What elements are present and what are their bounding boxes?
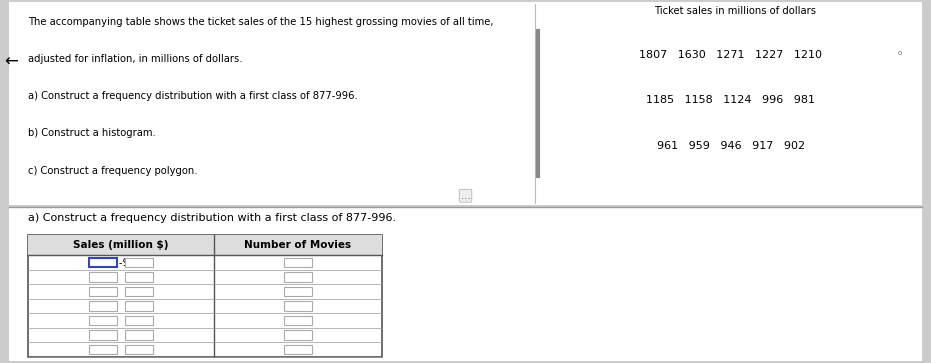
FancyBboxPatch shape — [284, 287, 312, 296]
Text: 961   959   946   917   902: 961 959 946 917 902 — [656, 141, 805, 151]
FancyBboxPatch shape — [28, 235, 382, 255]
FancyBboxPatch shape — [89, 330, 117, 340]
FancyBboxPatch shape — [89, 272, 117, 282]
FancyBboxPatch shape — [284, 258, 312, 267]
FancyBboxPatch shape — [89, 345, 117, 354]
Text: a) Construct a frequency distribution with a first class of 877-996.: a) Construct a frequency distribution wi… — [28, 213, 396, 223]
Text: Sales (million $): Sales (million $) — [74, 240, 169, 250]
FancyBboxPatch shape — [125, 301, 153, 311]
FancyBboxPatch shape — [89, 316, 117, 325]
FancyBboxPatch shape — [28, 235, 382, 357]
FancyBboxPatch shape — [9, 2, 922, 205]
Text: c) Construct a frequency polygon.: c) Construct a frequency polygon. — [28, 166, 197, 176]
FancyBboxPatch shape — [89, 287, 117, 296]
Text: …: … — [461, 191, 470, 201]
FancyBboxPatch shape — [125, 287, 153, 296]
FancyBboxPatch shape — [284, 345, 312, 354]
Text: 1807   1630   1271   1227   1210: 1807 1630 1271 1227 1210 — [640, 50, 822, 60]
FancyBboxPatch shape — [284, 301, 312, 311]
FancyBboxPatch shape — [125, 258, 153, 267]
FancyBboxPatch shape — [284, 330, 312, 340]
FancyBboxPatch shape — [125, 330, 153, 340]
Text: Number of Movies: Number of Movies — [244, 240, 352, 250]
Text: 877-996: 877-996 — [100, 257, 142, 268]
Text: a) Construct a frequency distribution with a first class of 877-996.: a) Construct a frequency distribution wi… — [28, 91, 358, 101]
FancyBboxPatch shape — [284, 316, 312, 325]
Text: ←: ← — [5, 53, 19, 71]
Text: o: o — [897, 50, 902, 56]
FancyBboxPatch shape — [9, 208, 922, 362]
FancyBboxPatch shape — [284, 272, 312, 282]
Text: b) Construct a histogram.: b) Construct a histogram. — [28, 128, 155, 138]
Text: The accompanying table shows the ticket sales of the 15 highest grossing movies : The accompanying table shows the ticket … — [28, 17, 493, 26]
FancyBboxPatch shape — [125, 316, 153, 325]
Text: adjusted for inflation, in millions of dollars.: adjusted for inflation, in millions of d… — [28, 54, 242, 64]
FancyBboxPatch shape — [125, 345, 153, 354]
Text: 1185   1158   1124   996   981: 1185 1158 1124 996 981 — [646, 95, 816, 105]
FancyBboxPatch shape — [89, 301, 117, 311]
FancyBboxPatch shape — [89, 258, 117, 267]
FancyBboxPatch shape — [125, 272, 153, 282]
Text: Ticket sales in millions of dollars: Ticket sales in millions of dollars — [654, 6, 816, 16]
